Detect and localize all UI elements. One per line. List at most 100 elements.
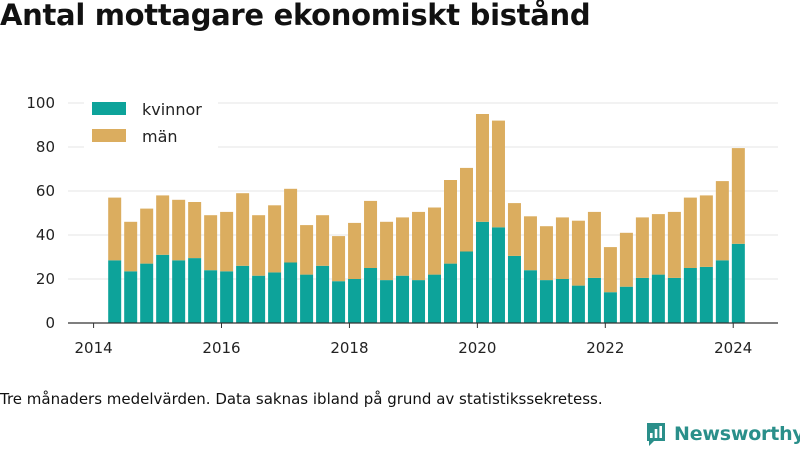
bar-kvinnor — [300, 274, 314, 323]
bar-man — [428, 207, 442, 275]
bar-kvinnor — [380, 280, 394, 323]
bar-man — [523, 216, 537, 271]
bar-kvinnor — [204, 270, 218, 323]
bar-kvinnor — [699, 266, 713, 323]
bar-kvinnor — [316, 265, 330, 323]
bar-kvinnor — [507, 255, 521, 323]
bar-man — [731, 148, 745, 244]
bar-kvinnor — [220, 271, 234, 323]
bar-kvinnor — [459, 251, 473, 323]
bar-man — [252, 215, 266, 276]
bar-man — [316, 215, 330, 266]
bar-man — [539, 226, 553, 281]
chart-caption: Tre månaders medelvärden. Data saknas ib… — [0, 390, 603, 408]
bar-man — [140, 208, 154, 264]
bar-man — [284, 188, 298, 263]
bar-man — [300, 225, 314, 275]
bar-kvinnor — [188, 258, 202, 323]
bar-man — [587, 211, 601, 278]
bar-man — [667, 211, 681, 278]
bar-man — [635, 217, 649, 278]
bar-man — [651, 214, 665, 275]
bar-kvinnor — [348, 279, 362, 323]
bar-man — [220, 211, 234, 272]
bar-man — [172, 199, 186, 261]
bar-kvinnor — [635, 277, 649, 323]
x-tick-label: 2016 — [202, 339, 240, 357]
bars — [108, 114, 745, 323]
bar-man — [444, 180, 458, 264]
bar-kvinnor — [444, 263, 458, 323]
x-tick-label: 2022 — [586, 339, 624, 357]
bar-kvinnor — [715, 260, 729, 323]
bar-kvinnor — [156, 254, 170, 323]
bar-kvinnor — [539, 280, 553, 323]
bar-man — [364, 200, 378, 268]
bar-kvinnor — [428, 274, 442, 323]
bar-kvinnor — [236, 265, 250, 323]
y-tick-label: 40 — [36, 226, 55, 244]
bar-man — [555, 217, 569, 279]
bar-kvinnor — [523, 270, 537, 323]
bar-man — [507, 203, 521, 256]
brand-name: Newsworthy — [674, 423, 800, 445]
y-tick-label: 20 — [36, 270, 55, 288]
bar-kvinnor — [252, 275, 266, 323]
bar-kvinnor — [364, 268, 378, 323]
bar-man — [571, 220, 585, 286]
bar-man — [603, 247, 617, 293]
newsworthy-logo-icon — [645, 421, 667, 447]
bar-man — [683, 197, 697, 268]
legend: kvinnor män — [84, 98, 218, 148]
y-tick-label: 80 — [36, 138, 55, 156]
x-tick-label: 2018 — [330, 339, 368, 357]
bar-man — [715, 181, 729, 261]
bar-man — [380, 221, 394, 281]
bar-kvinnor — [555, 279, 569, 323]
axes: 0 20 40 60 80 100 2014 2016 2018 2020 2022 2024 — [26, 94, 778, 357]
bar-kvinnor — [124, 271, 138, 323]
bar-man — [348, 222, 362, 279]
bar-kvinnor — [284, 262, 298, 323]
bar-kvinnor — [108, 260, 122, 323]
bar-man — [699, 195, 713, 267]
bar-kvinnor — [571, 285, 585, 323]
brand-logo[interactable]: Newsworthy — [645, 419, 800, 449]
bar-man — [619, 232, 633, 287]
bar-kvinnor — [683, 268, 697, 323]
legend-label: män — [142, 127, 178, 146]
bar-kvinnor — [268, 272, 282, 323]
bar-man — [204, 215, 218, 271]
bar-man — [459, 167, 473, 252]
y-tick-label: 100 — [26, 94, 55, 112]
bar-man — [412, 211, 426, 281]
y-tick-label: 0 — [45, 314, 55, 332]
bar-man — [236, 193, 250, 266]
bar-kvinnor — [140, 263, 154, 323]
x-tick-label: 2024 — [714, 339, 752, 357]
bar-kvinnor — [731, 243, 745, 323]
bar-kvinnor — [412, 280, 426, 323]
legend-swatch — [92, 129, 126, 142]
bar-kvinnor — [603, 292, 617, 323]
chart-title: Antal mottagare ekonomiskt bistånd — [0, 0, 591, 32]
bar-man — [268, 205, 282, 273]
y-tick-label: 60 — [36, 182, 55, 200]
x-tick-label: 2020 — [458, 339, 496, 357]
bar-kvinnor — [587, 277, 601, 323]
bar-man — [124, 221, 138, 272]
bar-kvinnor — [332, 281, 346, 323]
bar-kvinnor — [619, 286, 633, 323]
bar-man — [491, 120, 505, 228]
bar-kvinnor — [475, 221, 489, 323]
bar-kvinnor — [172, 260, 186, 323]
bar-kvinnor — [667, 277, 681, 323]
bar-man — [156, 195, 170, 255]
bar-man — [475, 114, 489, 222]
bar-man — [188, 202, 202, 259]
bar-man — [396, 217, 410, 276]
legend-label: kvinnor — [142, 100, 202, 119]
bar-man — [332, 236, 346, 282]
bar-kvinnor — [491, 227, 505, 323]
